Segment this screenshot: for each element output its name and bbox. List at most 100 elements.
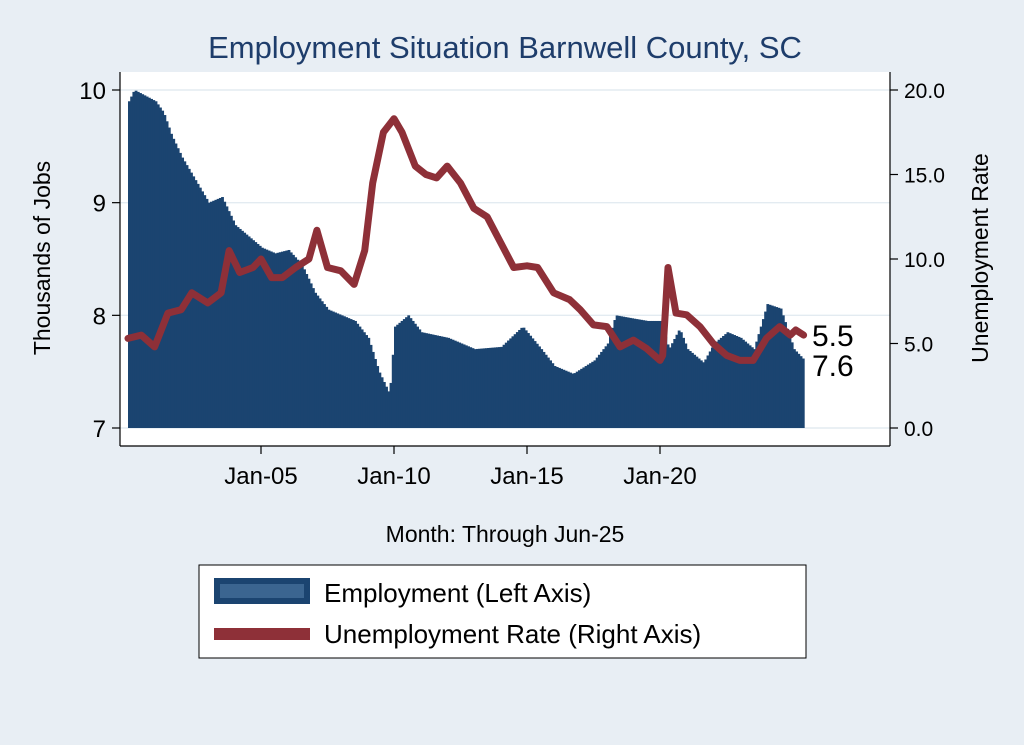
- employment-bar-180: [527, 333, 530, 428]
- employment-bar-223: [622, 316, 626, 428]
- employment-bar-192: [553, 366, 557, 428]
- employment-bar-295: [781, 315, 785, 428]
- employment-bar-227: [631, 318, 634, 428]
- employment-bar-57: [254, 242, 258, 428]
- employment-bar-114: [380, 377, 384, 428]
- employment-bar-0: [128, 101, 131, 429]
- employment-bar-120: [394, 326, 397, 428]
- employment-bar-73: [289, 252, 293, 428]
- employment-bar-51: [241, 230, 244, 428]
- employment-bar-182: [531, 338, 535, 428]
- employment-bar-218: [611, 327, 615, 428]
- employment-bar-17: [165, 121, 169, 428]
- employment-bar-239: [657, 320, 661, 428]
- employment-bar-42: [221, 197, 224, 428]
- employment-bar-23: [178, 152, 182, 428]
- employment-bar-189: [546, 357, 550, 428]
- employment-bar-33: [201, 191, 204, 428]
- employment-bar-161: [484, 348, 488, 428]
- employment-bar-18: [167, 127, 171, 429]
- employment-bar-1: [130, 96, 134, 429]
- employment-bar-76: [296, 259, 300, 428]
- employment-bar-77: [298, 262, 302, 428]
- employment-bar-103: [356, 323, 360, 428]
- employment-bar-60: [261, 247, 264, 428]
- employment-bar-276: [739, 337, 743, 428]
- employment-bar-297: [786, 328, 790, 428]
- employment-bar-263: [710, 347, 714, 428]
- employment-bar-129: [413, 323, 417, 428]
- employment-bar-65: [272, 252, 275, 428]
- employment-bar-244: [668, 347, 672, 428]
- employment-bar-275: [737, 336, 741, 428]
- employment-bar-94: [336, 313, 340, 428]
- y-right-tick-label-3: 15.0: [904, 165, 945, 188]
- employment-bar-84: [314, 292, 318, 428]
- employment-bar-178: [522, 327, 526, 428]
- legend: Employment (Left Axis) Unemployment Rate…: [198, 564, 807, 659]
- employment-bar-118: [389, 382, 393, 428]
- employment-bar-201: [573, 373, 577, 428]
- employment-bar-90: [327, 309, 331, 428]
- employment-bar-44: [225, 206, 229, 428]
- axes: 7 8 9 10 0.0 5.0 10.0 15.0 20.0 Jan-05 Jan-10 Jan-1…: [79, 72, 945, 490]
- employment-bar-6: [141, 94, 145, 428]
- employment-bar-249: [679, 332, 683, 428]
- employment-bar-58: [256, 243, 260, 428]
- employment-bar-143: [444, 337, 448, 428]
- employment-bar-222: [620, 316, 623, 428]
- employment-bar-220: [615, 315, 619, 428]
- employment-bar-274: [735, 335, 739, 428]
- employment-bar-187: [542, 351, 546, 428]
- employment-bar-300: [793, 349, 796, 428]
- employment-bar-98: [345, 317, 349, 428]
- employment-bar-43: [223, 201, 227, 428]
- employment-bar-229: [635, 319, 639, 428]
- employment-bar-20: [172, 138, 176, 429]
- employment-bar-173: [511, 336, 515, 428]
- employment-bar-28: [190, 172, 193, 428]
- employment-bar-273: [733, 335, 736, 428]
- employment-bar-38: [212, 200, 216, 428]
- employment-bar-203: [577, 370, 581, 428]
- employment-bar-212: [597, 354, 601, 428]
- employment-bar-162: [487, 348, 490, 428]
- employment-bar-271: [728, 333, 732, 428]
- employment-bar-153: [467, 346, 470, 428]
- employment-bar-254: [691, 352, 694, 428]
- employment-bar-228: [633, 318, 637, 428]
- employment-bar-264: [713, 343, 717, 428]
- employment-bar-206: [584, 366, 588, 428]
- employment-bar-299: [790, 342, 794, 428]
- employment-bar-116: [385, 386, 388, 428]
- employment-bar-286: [761, 319, 765, 428]
- employment-bar-156: [473, 349, 477, 428]
- end-label-employment: 7.6: [812, 350, 854, 383]
- employment-bar-179: [524, 330, 528, 428]
- employment-bar-82: [309, 283, 313, 428]
- employment-bar-198: [566, 371, 570, 428]
- employment-bar-251: [684, 343, 688, 428]
- chart-title: Employment Situation Barnwell County, SC: [208, 30, 802, 65]
- unemployment-line: [124, 115, 808, 364]
- employment-bar-83: [311, 288, 315, 428]
- x-tick-label-2: Jan-15: [490, 463, 563, 490]
- employment-bar-237: [653, 320, 657, 428]
- employment-bar-67: [276, 252, 280, 428]
- employment-bar-243: [666, 344, 670, 428]
- employment-bar-298: [788, 335, 792, 428]
- employment-bar-110: [371, 351, 375, 428]
- employment-bar-169: [502, 344, 506, 428]
- employment-bar-81: [307, 278, 311, 428]
- legend-label-employment: Employment (Left Axis): [324, 578, 591, 608]
- employment-bar-137: [431, 334, 435, 428]
- employment-bar-196: [562, 369, 566, 428]
- employment-bar-210: [593, 360, 597, 428]
- employment-bar-13: [156, 104, 160, 428]
- employment-bar-193: [555, 366, 559, 428]
- employment-bar-124: [402, 319, 406, 428]
- employment-bar-234: [646, 320, 650, 428]
- employment-bar-92: [331, 311, 335, 428]
- employment-bar-269: [724, 334, 728, 428]
- employment-bar-242: [664, 336, 668, 428]
